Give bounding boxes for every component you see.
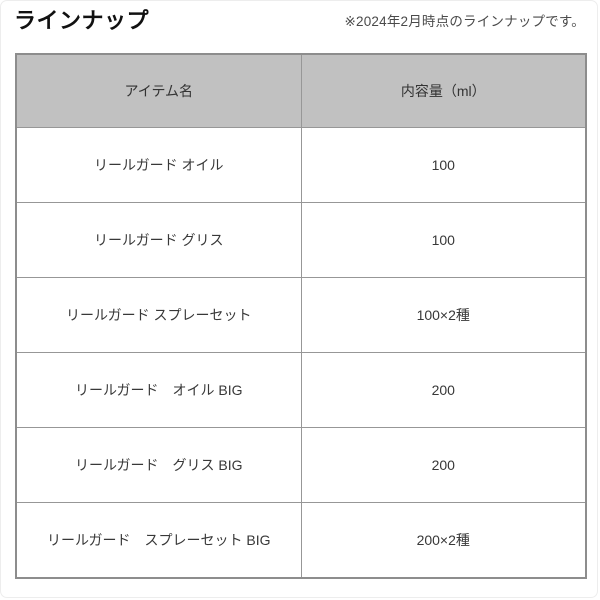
table-row: リールガード オイル BIG 200 — [15, 352, 587, 428]
item-name-cell: リールガード オイル — [15, 127, 302, 203]
topbar: ラインナップ ※2024年2月時点のラインナップです。 — [1, 1, 597, 36]
item-name-cell: リールガード オイル BIG — [15, 352, 302, 428]
page-title: ラインナップ — [14, 8, 150, 33]
volume-cell: 200 — [300, 427, 587, 503]
lineup-date-note: ※2024年2月時点のラインナップです。 — [344, 14, 585, 29]
table-row: リールガード オイル 100 — [15, 127, 587, 203]
table-row: リールガード グリス BIG 200 — [15, 427, 587, 503]
volume-cell: 200×2種 — [300, 502, 587, 579]
table-row: リールガード グリス 100 — [15, 202, 587, 278]
table-row: リールガード スプレーセット BIG 200×2種 — [15, 502, 587, 579]
item-name-cell: リールガード スプレーセット BIG — [15, 502, 302, 579]
item-name-cell: リールガード グリス BIG — [15, 427, 302, 503]
volume-cell: 100 — [300, 127, 587, 203]
column-header-volume: 内容量（ml） — [300, 53, 587, 128]
table-header-row: アイテム名 内容量（ml） — [15, 53, 587, 128]
item-name-cell: リールガード グリス — [15, 202, 302, 278]
volume-cell: 100×2種 — [300, 277, 587, 353]
column-header-item-name: アイテム名 — [15, 53, 302, 128]
table-row: リールガード スプレーセット 100×2種 — [15, 277, 587, 353]
item-name-cell: リールガード スプレーセット — [15, 277, 302, 353]
lineup-table: アイテム名 内容量（ml） リールガード オイル 100 リールガード グリス … — [15, 53, 587, 579]
volume-cell: 100 — [300, 202, 587, 278]
volume-cell: 200 — [300, 352, 587, 428]
